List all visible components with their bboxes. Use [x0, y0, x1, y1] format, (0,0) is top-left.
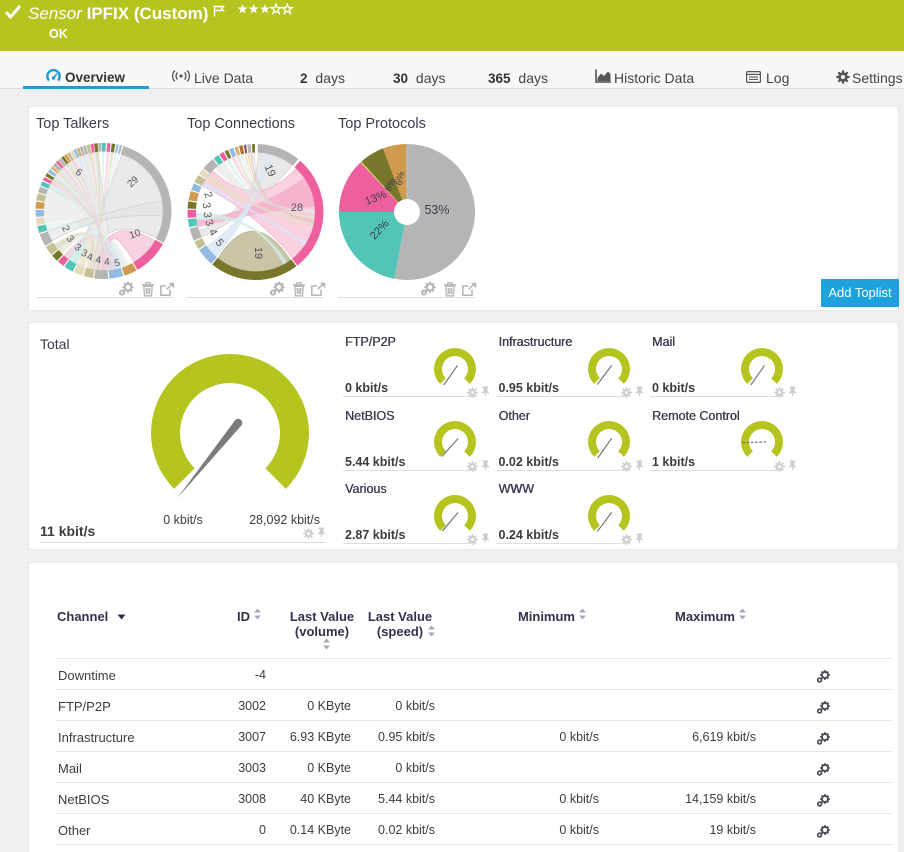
svg-text:4: 4: [104, 257, 111, 268]
svg-text:53%: 53%: [424, 203, 449, 217]
svg-text:3: 3: [200, 201, 213, 209]
svg-text:2: 2: [201, 190, 214, 200]
svg-text:19: 19: [252, 247, 264, 259]
svg-text:28: 28: [291, 202, 303, 214]
svg-text:3: 3: [201, 211, 213, 218]
